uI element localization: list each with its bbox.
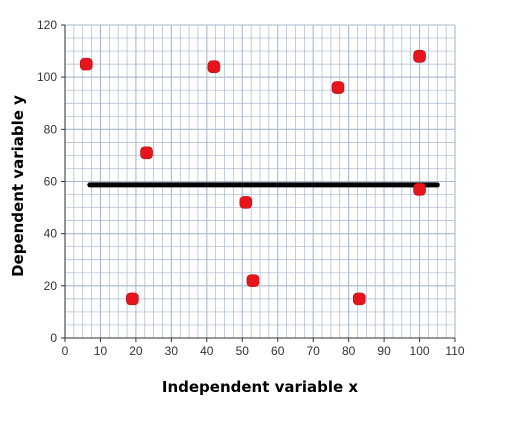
y-tick-label: 100: [37, 70, 57, 84]
x-tick-label: 20: [129, 344, 143, 358]
x-tick-label: 100: [410, 344, 430, 358]
y-tick-label: 40: [44, 227, 58, 241]
data-point: [208, 61, 220, 73]
data-point: [126, 293, 138, 305]
x-tick-label: 30: [165, 344, 179, 358]
data-point: [80, 58, 92, 70]
x-axis-label: Independent variable x: [162, 378, 359, 396]
x-tick-label: 40: [200, 344, 214, 358]
x-tick-label: 60: [271, 344, 285, 358]
x-tick-label: 50: [236, 344, 250, 358]
data-point: [141, 147, 153, 159]
x-tick-labels: 0 10 20 30 40 50 60 70 80 90 100 110: [62, 344, 465, 358]
y-axis-label: Dependent variable y: [9, 95, 27, 277]
data-point: [414, 183, 426, 195]
data-point: [247, 275, 259, 287]
y-tick-label: 80: [44, 122, 58, 136]
data-point: [332, 82, 344, 94]
y-tick-label: 60: [44, 175, 58, 189]
x-tick-label: 90: [377, 344, 391, 358]
data-points: [80, 50, 425, 305]
x-tick-label: 70: [307, 344, 321, 358]
grid: [65, 25, 455, 338]
y-tick-label: 120: [37, 18, 57, 32]
data-point: [240, 196, 252, 208]
y-tick-label: 20: [44, 279, 58, 293]
x-tick-label: 10: [94, 344, 108, 358]
y-tick-labels: 0 20 40 60 80 100 120: [37, 18, 57, 345]
data-point: [353, 293, 365, 305]
x-tick-label: 80: [342, 344, 356, 358]
x-tick-label: 0: [62, 344, 69, 358]
data-point: [414, 50, 426, 62]
y-tick-label: 0: [50, 331, 57, 345]
x-tick-label: 110: [445, 344, 464, 358]
